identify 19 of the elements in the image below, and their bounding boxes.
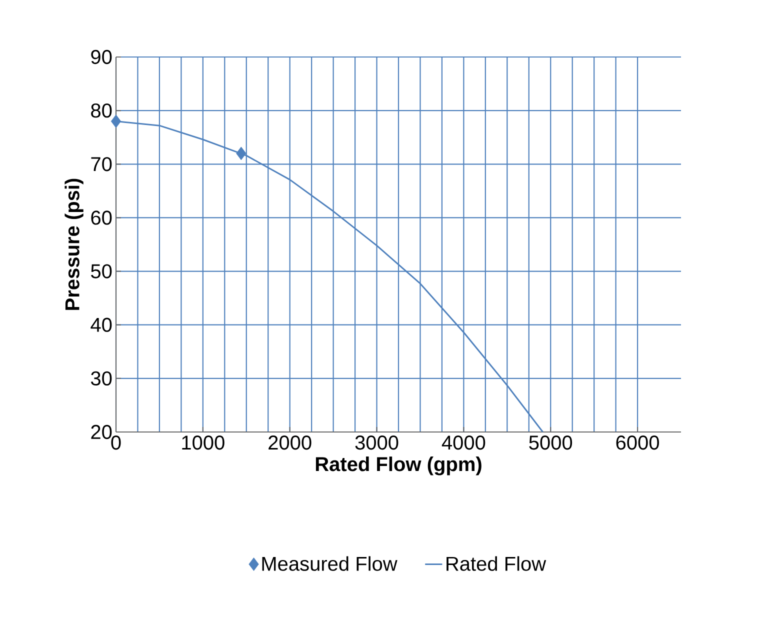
legend-label: Measured Flow <box>262 556 398 571</box>
legend-label: Rated Flow <box>446 556 546 571</box>
y-tick-label: 20 <box>91 424 112 440</box>
y-tick-label: 90 <box>91 50 112 64</box>
y-tick-label: 50 <box>91 264 112 278</box>
x-tick-label: 2000 <box>268 436 312 450</box>
y-axis-title: Pressure (psi) <box>64 178 84 310</box>
y-tick-label: 70 <box>91 157 112 172</box>
x-tick-label: 4000 <box>442 436 486 450</box>
y-tick-label: 60 <box>91 210 112 225</box>
x-tick-label: 5000 <box>529 436 572 450</box>
x-tick-label: 6000 <box>616 436 659 450</box>
y-tick-label: 30 <box>90 371 112 386</box>
y-tick-label: 40 <box>90 318 112 332</box>
x-axis-title: Rated Flow (gpm) <box>316 456 482 476</box>
x-tick-label: 1000 <box>182 436 224 450</box>
x-tick-label: 3000 <box>355 436 398 450</box>
x-tick-label: 0 <box>111 436 121 450</box>
y-tick-label: 80 <box>91 104 112 118</box>
